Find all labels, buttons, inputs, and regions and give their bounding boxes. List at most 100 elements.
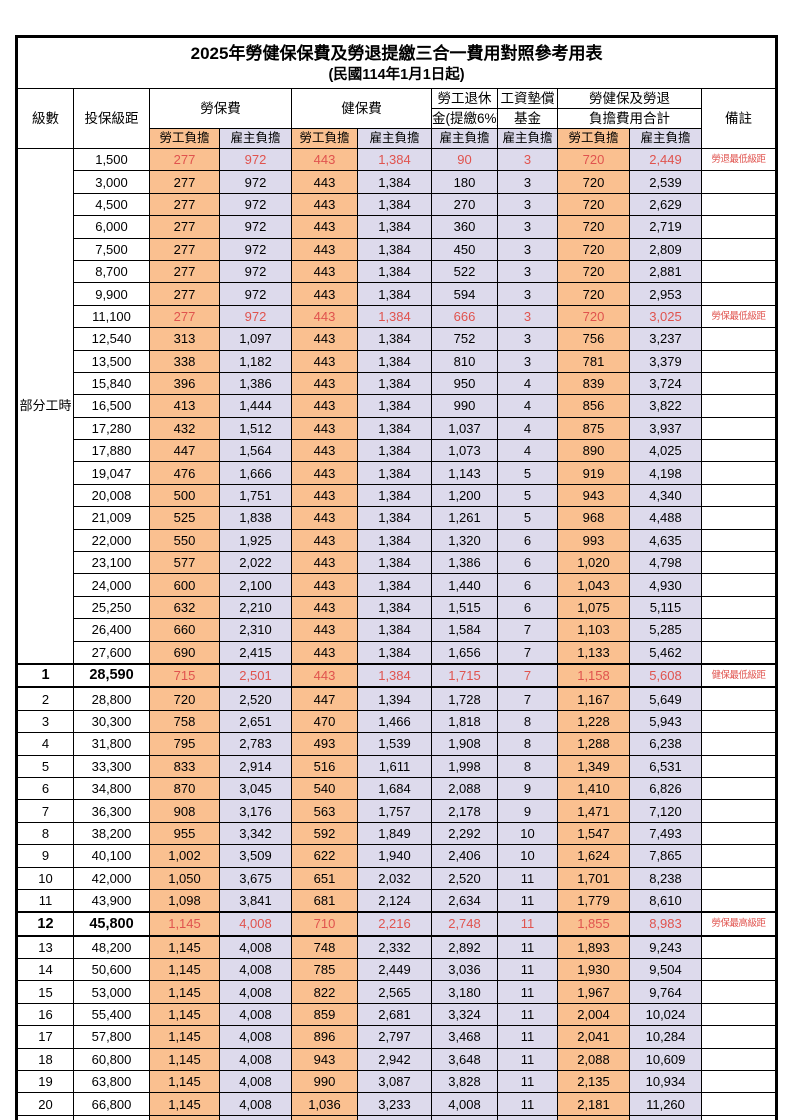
fee-cell: 1,701 bbox=[557, 866, 630, 890]
fee-cell: 1,940 bbox=[357, 844, 432, 868]
table-row: 25,250 632 2,210 443 1,384 1,515 6 1,075 5,115 bbox=[17, 595, 778, 620]
fee-cell: 810 bbox=[431, 349, 498, 373]
fee-cell: 660 bbox=[149, 618, 220, 642]
fee-cell: 856 bbox=[557, 394, 630, 418]
fee-cell: 2,892 bbox=[431, 935, 498, 960]
fee-cell: 10,609 bbox=[629, 1047, 702, 1072]
fee-cell: 690 bbox=[149, 640, 220, 665]
table-row: 8,700 277 972 443 1,384 522 3 720 2,881 bbox=[17, 259, 778, 284]
fee-cell: 10 bbox=[497, 821, 558, 846]
fee-cell: 443 bbox=[291, 192, 358, 217]
fee-cell: 180 bbox=[431, 170, 498, 194]
fee-cell: 720 bbox=[557, 237, 630, 261]
fee-cell: 720 bbox=[557, 170, 630, 194]
note-cell bbox=[700, 686, 778, 711]
fee-cell: 270 bbox=[431, 192, 498, 217]
fee-cell: 2,520 bbox=[219, 686, 292, 711]
note-cell bbox=[700, 461, 778, 485]
fee-cell: 10,024 bbox=[629, 1002, 702, 1027]
fee-cell: 277 bbox=[149, 215, 220, 239]
fee-cell: 443 bbox=[291, 237, 358, 261]
fee-cell: 11 bbox=[497, 935, 558, 960]
fee-cell: 443 bbox=[291, 573, 358, 597]
fee-cell: 1,656 bbox=[431, 640, 498, 665]
note-cell bbox=[700, 551, 778, 575]
level-cell: 21 bbox=[16, 1114, 74, 1120]
fee-cell: 720 bbox=[557, 259, 630, 284]
table-row: 20 66,800 1,145 4,008 1,036 3,233 4,008 11 2,181… bbox=[16, 1092, 778, 1116]
note-cell bbox=[700, 416, 778, 441]
note-cell bbox=[700, 237, 778, 261]
fee-cell: 990 bbox=[431, 394, 498, 418]
fee-cell: 720 bbox=[557, 192, 630, 217]
table-row: 27,600 690 2,415 443 1,384 1,656 7 1,133 5,462 bbox=[17, 640, 778, 665]
fee-cell: 1,384 bbox=[357, 304, 432, 329]
level-cell: 10 bbox=[16, 866, 74, 890]
note-cell bbox=[700, 595, 778, 620]
level-cell: 5 bbox=[16, 754, 74, 778]
fee-cell: 90 bbox=[431, 147, 498, 172]
fee-cell: 516 bbox=[291, 754, 358, 778]
fee-cell: 11 bbox=[497, 980, 558, 1004]
fee-cell: 360 bbox=[431, 215, 498, 239]
fee-cell: 4 bbox=[497, 371, 558, 396]
fee-cell: 1,584 bbox=[431, 618, 498, 642]
fee-cell: 1,751 bbox=[219, 483, 292, 508]
fee-cell: 720 bbox=[149, 686, 220, 711]
fee-cell: 2,178 bbox=[431, 799, 498, 823]
fee-cell: 1,075 bbox=[557, 595, 630, 620]
level-cell: 1 bbox=[16, 662, 74, 689]
bracket-cell: 57,800 bbox=[73, 1025, 150, 1049]
bracket-cell: 28,800 bbox=[73, 686, 150, 711]
fee-cell: 4,340 bbox=[629, 483, 702, 508]
fee-cell: 622 bbox=[291, 844, 358, 868]
fee-cell: 10,934 bbox=[629, 1070, 702, 1094]
header-notes: 備註 bbox=[700, 88, 778, 149]
fee-cell: 2,634 bbox=[431, 888, 498, 913]
bracket-cell: 23,100 bbox=[73, 551, 150, 575]
fee-cell: 1,384 bbox=[357, 528, 432, 553]
fee-cell: 6 bbox=[497, 551, 558, 575]
table-row: 1 28,590 715 2,501 443 1,384 1,715 7 1,158 5,608 健… bbox=[16, 662, 778, 689]
fee-cell: 443 bbox=[291, 416, 358, 441]
fee-cell: 1,384 bbox=[357, 595, 432, 620]
fee-cell: 2,100 bbox=[219, 573, 292, 597]
fee-cell: 4,008 bbox=[219, 1114, 292, 1120]
fee-cell: 8 bbox=[497, 732, 558, 756]
note-cell: 勞退最低級距 bbox=[700, 147, 778, 172]
note-cell bbox=[700, 349, 778, 373]
fee-cell: 432 bbox=[149, 416, 220, 441]
fee-cell: 3,379 bbox=[629, 349, 702, 373]
fee-cell: 3,675 bbox=[219, 866, 292, 890]
level-cell: 12 bbox=[16, 911, 74, 937]
fee-cell: 7,120 bbox=[629, 799, 702, 823]
fee-cell: 7,865 bbox=[629, 844, 702, 868]
premium-reference-table: 2025年勞健保保費及勞退提繳三合一費用對照參考用表 (民國114年1月1日起)… bbox=[15, 35, 779, 1120]
fee-cell: 11 bbox=[497, 911, 558, 937]
fee-cell: 594 bbox=[431, 282, 498, 306]
fee-cell: 715 bbox=[149, 662, 220, 689]
fee-cell: 11 bbox=[497, 1070, 558, 1094]
fee-cell: 447 bbox=[149, 439, 220, 463]
fee-cell: 2,210 bbox=[219, 595, 292, 620]
fee-cell: 3 bbox=[497, 349, 558, 373]
fee-cell: 1,849 bbox=[357, 821, 432, 846]
bracket-cell: 53,000 bbox=[73, 980, 150, 1004]
note-cell bbox=[700, 439, 778, 463]
fee-cell: 1,444 bbox=[219, 394, 292, 418]
fee-cell: 4,008 bbox=[219, 935, 292, 960]
fee-cell: 1,228 bbox=[557, 709, 630, 734]
fee-cell: 1,384 bbox=[357, 170, 432, 194]
bracket-cell: 40,100 bbox=[73, 844, 150, 868]
fee-cell: 2,041 bbox=[557, 1025, 630, 1049]
fee-cell: 1,182 bbox=[219, 349, 292, 373]
fee-cell: 522 bbox=[431, 259, 498, 284]
fee-cell: 9,504 bbox=[629, 958, 702, 982]
fee-cell: 277 bbox=[149, 304, 220, 329]
fee-cell: 1,394 bbox=[357, 686, 432, 711]
note-cell: 勞保最低級距 bbox=[700, 304, 778, 329]
header-health-insurance: 健保費 bbox=[291, 88, 432, 129]
fee-cell: 1,349 bbox=[557, 754, 630, 778]
fee-cell: 1,145 bbox=[149, 958, 220, 982]
table-row: 12,540 313 1,097 443 1,384 752 3 756 3,237 bbox=[17, 327, 778, 351]
